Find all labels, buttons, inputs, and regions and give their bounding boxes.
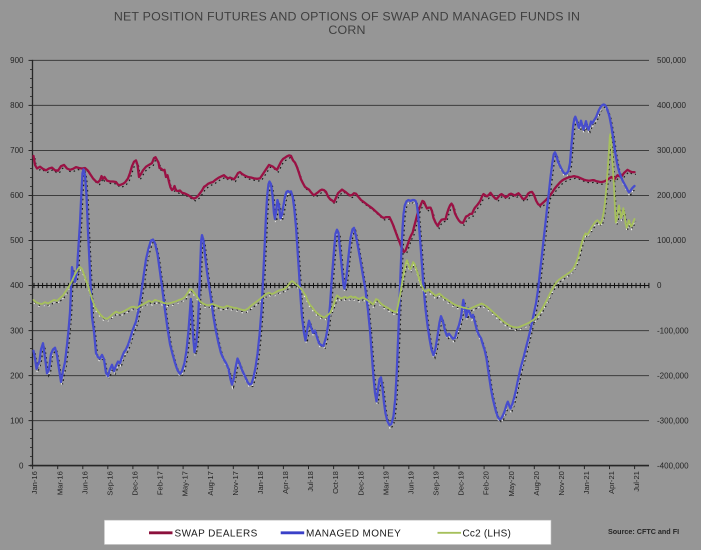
svg-text:-200,000: -200,000 — [657, 371, 689, 380]
svg-text:Apr-21: Apr-21 — [607, 471, 616, 494]
svg-text:700: 700 — [10, 146, 24, 155]
svg-text:Jun-19: Jun-19 — [406, 471, 415, 494]
svg-text:Jan-16: Jan-16 — [30, 471, 39, 494]
svg-text:400: 400 — [10, 281, 24, 290]
svg-text:Jan-18: Jan-18 — [256, 471, 265, 494]
svg-text:May-20: May-20 — [507, 471, 516, 496]
svg-text:100,000: 100,000 — [657, 236, 686, 245]
svg-text:Nov-20: Nov-20 — [557, 471, 566, 495]
svg-text:Dec-16: Dec-16 — [131, 471, 140, 495]
svg-text:600: 600 — [10, 191, 24, 200]
svg-text:400,000: 400,000 — [657, 101, 686, 110]
svg-text:Feb-17: Feb-17 — [156, 471, 165, 495]
svg-text:900: 900 — [10, 56, 24, 65]
svg-text:300: 300 — [10, 326, 24, 335]
svg-text:Sep-19: Sep-19 — [432, 471, 441, 496]
svg-text:Jul-18: Jul-18 — [306, 471, 315, 492]
svg-text:CORN: CORN — [328, 23, 365, 37]
svg-text:Feb-20: Feb-20 — [482, 471, 491, 495]
svg-text:Mar-19: Mar-19 — [381, 471, 390, 495]
svg-text:500,000: 500,000 — [657, 56, 686, 65]
svg-text:800: 800 — [10, 101, 24, 110]
svg-text:SWAP DEALERS: SWAP DEALERS — [175, 528, 258, 539]
svg-text:Mar-16: Mar-16 — [55, 471, 64, 495]
svg-text:Nov-17: Nov-17 — [231, 471, 240, 495]
svg-text:300,000: 300,000 — [657, 146, 686, 155]
svg-text:MANAGED MONEY: MANAGED MONEY — [306, 528, 401, 539]
svg-text:Jun-16: Jun-16 — [80, 471, 89, 494]
svg-text:May-17: May-17 — [181, 471, 190, 496]
svg-text:Aug-17: Aug-17 — [206, 471, 215, 496]
svg-text:500: 500 — [10, 236, 24, 245]
svg-text:Sep-16: Sep-16 — [105, 471, 114, 496]
svg-text:0: 0 — [657, 281, 662, 290]
svg-text:-400,000: -400,000 — [657, 461, 689, 470]
svg-text:-100,000: -100,000 — [657, 326, 689, 335]
svg-text:200,000: 200,000 — [657, 191, 686, 200]
svg-text:Jul-21: Jul-21 — [632, 471, 641, 492]
svg-text:Source: CFTC and FI: Source: CFTC and FI — [608, 527, 679, 536]
svg-text:200: 200 — [10, 371, 24, 380]
svg-text:Cc2 (LHS): Cc2 (LHS) — [463, 528, 511, 539]
svg-text:Dec-19: Dec-19 — [457, 471, 466, 495]
svg-text:-300,000: -300,000 — [657, 416, 689, 425]
svg-text:Oct-18: Oct-18 — [331, 471, 340, 494]
svg-text:Apr-18: Apr-18 — [281, 471, 290, 494]
svg-text:0: 0 — [19, 461, 24, 470]
svg-text:Aug-20: Aug-20 — [532, 471, 541, 496]
svg-text:Dec-18: Dec-18 — [356, 471, 365, 495]
svg-text:NET POSITION FUTURES AND OPTIO: NET POSITION FUTURES AND OPTIONS OF SWAP… — [114, 10, 580, 24]
svg-text:Jan-21: Jan-21 — [582, 471, 591, 494]
svg-text:100: 100 — [10, 416, 24, 425]
